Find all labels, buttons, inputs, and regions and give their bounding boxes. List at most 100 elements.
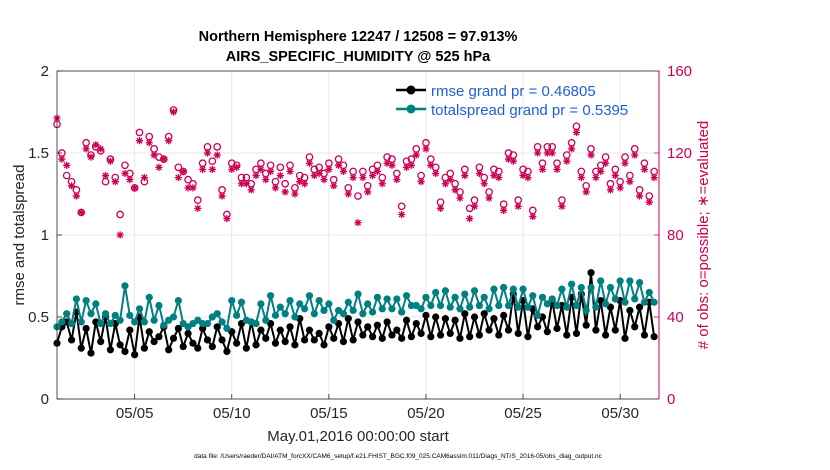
totalspread-point	[388, 305, 396, 313]
rmse-point	[461, 310, 469, 318]
obs-evaluated-point	[359, 174, 367, 182]
rmse-point	[402, 316, 411, 324]
obs-evaluated-point	[456, 194, 464, 202]
rmse-point	[524, 333, 532, 341]
totalspread-point	[417, 305, 425, 313]
obs-evaluated-point	[174, 174, 182, 182]
rmse-point	[77, 344, 85, 352]
rmse-point	[194, 344, 202, 352]
obs-evaluated-point	[621, 159, 629, 167]
obs-evaluated-point	[504, 155, 513, 163]
rmse-point	[286, 323, 294, 331]
rmse-point	[233, 339, 241, 347]
totalspread-point	[635, 278, 644, 287]
rmse-point	[315, 329, 323, 337]
totalspread-point	[466, 303, 474, 311]
obs-evaluated-point	[587, 151, 595, 159]
rmse-point	[349, 336, 357, 344]
rmse-point	[208, 342, 216, 351]
obs-evaluated-point	[436, 204, 445, 212]
obs-evaluated-point	[519, 171, 527, 180]
obs-evaluated-point	[407, 161, 416, 169]
y-tick-label: 0.5	[28, 309, 49, 326]
rmse-point	[184, 329, 192, 337]
totalspread-point	[553, 301, 561, 310]
obs-possible-point	[135, 128, 144, 137]
obs-evaluated-point	[262, 176, 270, 184]
rmse-point	[121, 347, 129, 356]
obs-evaluated-point	[422, 145, 430, 153]
totalspread-point	[378, 305, 386, 313]
totalspread-point	[495, 301, 503, 310]
totalspread-point	[645, 288, 653, 296]
obs-evaluated-point	[451, 186, 459, 194]
obs-evaluated-point	[524, 174, 532, 182]
rmse-point	[262, 334, 270, 342]
rmse-point	[417, 329, 425, 337]
totalspread-point	[446, 303, 454, 311]
rmse-point	[116, 341, 124, 349]
rmse-point	[165, 346, 173, 354]
rmse-point	[631, 323, 639, 331]
totalspread-point	[543, 300, 551, 308]
totalspread-point	[330, 316, 338, 324]
obs-evaluated-point	[213, 151, 221, 159]
totalspread-point	[650, 298, 658, 306]
obs-evaluated-point	[500, 206, 508, 214]
y-axis-left: 0 0.5 1 1.5 2	[28, 63, 62, 408]
totalspread-point	[500, 283, 508, 292]
obs-evaluated-point	[237, 180, 246, 188]
obs-evaluated-point	[101, 171, 110, 180]
obs-evaluated-point	[495, 174, 503, 182]
totalspread-point	[621, 298, 629, 306]
rmse-point	[67, 336, 76, 344]
obs-evaluated-point	[325, 165, 333, 173]
x-tick-label: 05/15	[310, 405, 348, 422]
rmse-point	[398, 334, 406, 342]
rmse-point	[490, 315, 498, 323]
obs-evaluated-point	[635, 192, 644, 200]
footnote: data file: /Users/raeder/DAI/ATM_forcXX/…	[194, 453, 603, 460]
rmse-point	[126, 326, 134, 334]
totalspread-point	[548, 295, 556, 303]
y-right-tick-label: 40	[667, 309, 684, 326]
totalspread-point	[509, 285, 517, 293]
obs-evaluated-point	[242, 180, 250, 188]
totalspread-point	[359, 310, 367, 318]
obs-evaluated-point	[393, 176, 401, 184]
totalspread-point	[286, 297, 294, 305]
obs-evaluated-point	[388, 161, 396, 169]
totalspread-point	[296, 300, 304, 308]
rmse-point	[339, 338, 348, 346]
totalspread-point	[67, 319, 76, 328]
totalspread-point	[398, 308, 406, 316]
rmse-point	[82, 324, 90, 333]
obs-evaluated-point	[538, 165, 547, 173]
rmse-point	[534, 323, 542, 331]
obs-evaluated-point	[305, 159, 314, 167]
legend-rmse-marker	[406, 85, 416, 95]
rmse-point	[456, 334, 464, 342]
totalspread-point	[534, 311, 542, 319]
totalspread-point	[441, 287, 449, 295]
rmse-point	[179, 342, 187, 351]
totalspread-point	[131, 318, 139, 326]
totalspread-point	[568, 280, 576, 288]
obs-evaluated-point	[461, 171, 469, 180]
rmse-point	[650, 333, 658, 341]
totalspread-point	[58, 318, 66, 326]
x-axis-label: May.01,2016 00:00:00 start	[267, 428, 449, 445]
legend-rmse-label: rmse grand pr = 0.46805	[431, 83, 596, 100]
rmse-point	[446, 329, 454, 337]
totalspread-point	[300, 305, 309, 313]
totalspread-point	[640, 298, 649, 306]
rmse-point	[621, 334, 629, 342]
totalspread-point	[349, 306, 357, 315]
totalspread-point	[577, 283, 585, 292]
totalspread-point	[101, 310, 110, 318]
obs-evaluated-point	[116, 231, 124, 239]
obs-evaluated-point	[650, 174, 658, 182]
totalspread-point	[111, 311, 119, 319]
obs-evaluated-point	[534, 149, 542, 157]
obs-evaluated-point	[640, 165, 649, 173]
